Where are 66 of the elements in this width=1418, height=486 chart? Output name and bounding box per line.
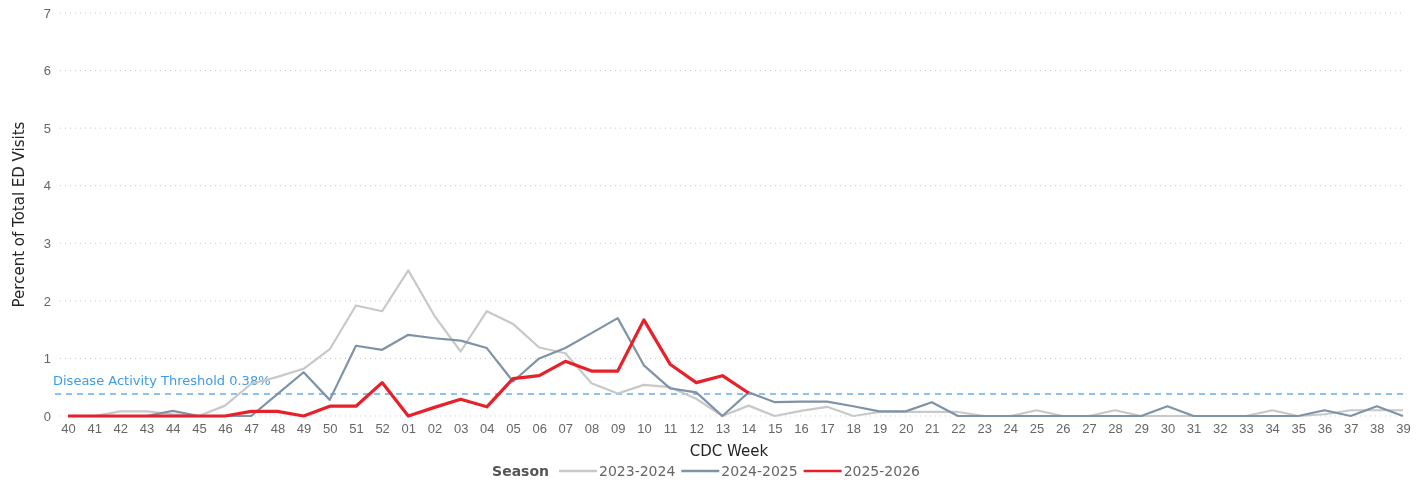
legend-title: Season [492, 463, 550, 479]
x-tick-label: 40 [61, 421, 76, 437]
y-tick-label: 6 [43, 63, 51, 79]
legend-label: 2025-2026 [843, 463, 921, 479]
x-tick-label: 25 [1029, 421, 1045, 437]
x-tick-label: 12 [689, 421, 704, 437]
x-tick-label: 52 [375, 421, 390, 437]
y-tick-label: 7 [43, 5, 51, 21]
x-tick-label: 20 [898, 421, 914, 437]
x-tick-label: 35 [1291, 421, 1307, 437]
x-tick-label: 33 [1239, 421, 1254, 437]
legend-label: 2023-2024 [599, 463, 676, 479]
x-tick-label: 42 [113, 421, 129, 437]
x-tick-label: 30 [1160, 421, 1176, 437]
x-tick-label: 21 [925, 421, 940, 437]
x-tick-label: 41 [87, 421, 102, 437]
y-tick-label: 1 [43, 351, 51, 367]
x-tick-label: 48 [270, 421, 286, 437]
x-tick-label: 50 [323, 421, 338, 437]
x-tick-label: 19 [872, 421, 888, 437]
legend-label: 2024-2025 [721, 463, 798, 479]
x-tick-label: 51 [349, 421, 364, 437]
x-tick-label: 06 [532, 421, 547, 437]
x-tick-label: 02 [427, 421, 443, 437]
x-tick-label: 34 [1265, 421, 1280, 437]
x-tick-label: 16 [794, 421, 809, 437]
x-tick-label: 15 [768, 421, 783, 437]
x-tick-label: 23 [977, 421, 992, 437]
y-axis-title: Percent of Total ED Visits [10, 121, 28, 308]
x-tick-label: 09 [610, 421, 626, 437]
x-tick-label: 24 [1003, 421, 1019, 437]
y-tick-label: 4 [43, 178, 51, 194]
y-tick-label: 2 [43, 293, 51, 309]
x-tick-label: 29 [1134, 421, 1149, 437]
x-tick-label: 26 [1055, 421, 1071, 437]
x-tick-label: 28 [1108, 421, 1123, 437]
x-tick-label: 11 [663, 421, 678, 437]
x-tick-label: 05 [506, 421, 521, 437]
x-tick-label: 44 [165, 421, 181, 437]
x-tick-label: 13 [715, 421, 731, 437]
x-tick-label: 17 [820, 421, 835, 437]
x-tick-label: 36 [1317, 421, 1333, 437]
x-tick-label: 43 [139, 421, 155, 437]
x-tick-label: 39 [1396, 421, 1411, 437]
x-tick-label: 22 [951, 421, 966, 437]
x-tick-label: 07 [558, 421, 574, 437]
x-tick-label: 10 [637, 421, 652, 437]
x-tick-label: 47 [244, 421, 259, 437]
x-tick-label: 04 [480, 421, 495, 437]
x-tick-label: 46 [218, 421, 233, 437]
y-tick-label: 0 [43, 408, 51, 424]
x-tick-label: 08 [584, 421, 600, 437]
x-tick-label: 45 [192, 421, 207, 437]
x-tick-label: 37 [1343, 421, 1359, 437]
x-tick-label: 03 [453, 421, 469, 437]
x-tick-label: 49 [296, 421, 312, 437]
x-tick-label: 32 [1213, 421, 1228, 437]
y-tick-label: 3 [43, 235, 51, 251]
x-tick-label: 27 [1082, 421, 1097, 437]
y-tick-label: 5 [43, 120, 51, 136]
x-tick-label: 01 [401, 421, 417, 437]
x-tick-label: 31 [1186, 421, 1202, 437]
x-tick-label: 38 [1370, 421, 1385, 437]
x-tick-label: 18 [846, 421, 862, 437]
x-axis-title: CDC Week [689, 442, 769, 460]
x-tick-label: 14 [741, 421, 757, 437]
